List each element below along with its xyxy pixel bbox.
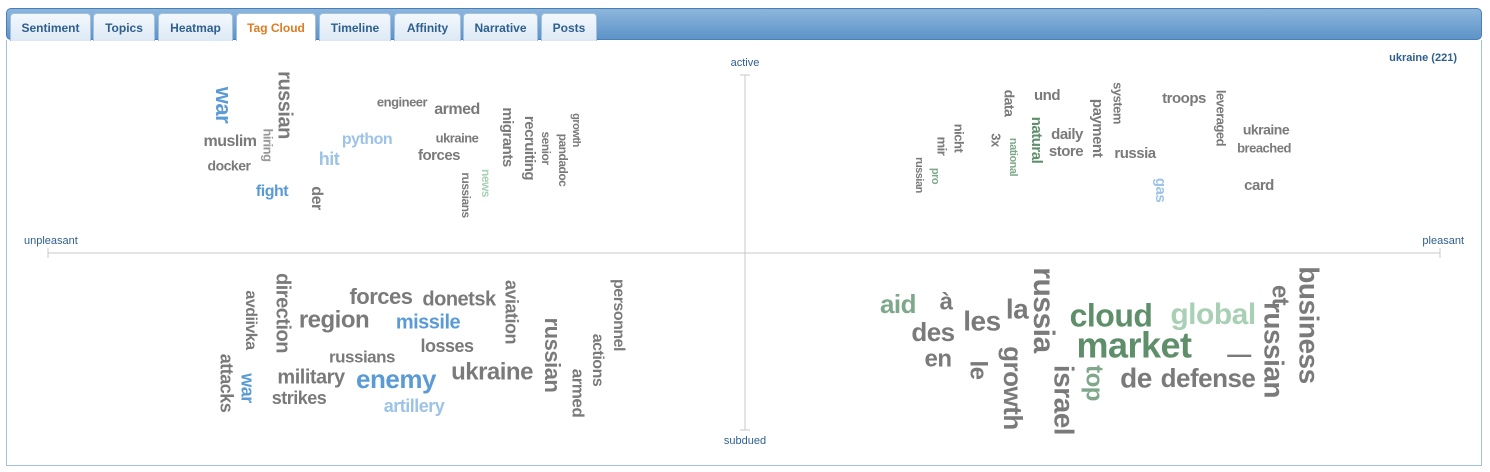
tag-word[interactable]: cloud [1070,297,1153,333]
tag-word[interactable]: en [924,345,952,372]
tag-word[interactable]: forces [349,284,413,309]
tag-word[interactable]: — [1227,341,1252,368]
tag-word[interactable]: troops [1162,90,1206,107]
query-title: ukraine (221) [1389,52,1457,64]
tag-word[interactable]: à [940,288,955,315]
tag-word[interactable]: natural [1028,117,1045,164]
tag-word[interactable]: artillery [384,396,446,416]
tag-word[interactable]: russia [1114,145,1157,162]
tab[interactable]: Tag Cloud [236,13,316,41]
tag-word[interactable]: la [1006,293,1030,324]
tag-word[interactable]: der [308,186,325,210]
tag-word[interactable]: breached [1237,140,1292,155]
tab[interactable]: Sentiment [10,13,91,41]
tag-word[interactable]: growth [570,113,582,147]
tag-word[interactable]: avdiivka [242,290,259,350]
axis-label: subdued [724,435,766,447]
tag-word[interactable]: nicht [952,124,967,154]
tag-word[interactable]: russian [913,157,925,193]
tag-word[interactable]: top [1081,365,1108,401]
tag-word[interactable]: payment [1089,99,1106,158]
axis-label: unpleasant [24,235,78,247]
tag-word[interactable]: israel [1049,365,1080,435]
tag-word[interactable]: direction [272,273,294,353]
tag-word[interactable]: region [299,306,370,333]
tag-word[interactable]: donetsk [422,288,497,310]
tag-word[interactable]: armed [569,369,588,418]
tab[interactable]: Heatmap [158,13,233,41]
tag-word[interactable]: losses [420,336,474,356]
tag-word[interactable]: python [342,131,393,148]
tab[interactable]: Timeline [319,13,391,41]
tag-word[interactable]: defense [1161,363,1256,393]
tag-word[interactable]: system [1111,82,1126,124]
tab[interactable]: Posts [541,13,597,41]
tag-word[interactable]: hiring [261,128,276,162]
tag-word[interactable]: personnel [610,279,627,351]
tag-word[interactable]: muslim [203,133,257,150]
tag-word[interactable]: russian [1259,302,1290,398]
tag-word[interactable]: senior [539,131,553,165]
tag-word[interactable]: daily [1051,126,1084,143]
tag-word[interactable]: und [1034,87,1061,104]
tag-word[interactable]: war [211,86,236,124]
tab-bar: Sentiment Topics Heatmap Tag Cloud Timeline A… [6,8,1482,41]
tag-word[interactable]: hit [319,149,340,169]
tag-word[interactable]: attacks [216,354,236,413]
tag-word[interactable]: pro [929,168,941,185]
tag-word[interactable]: military [277,366,346,388]
tag-word[interactable]: russian [274,71,296,139]
tag-word[interactable]: des [911,317,955,347]
tag-word[interactable]: fight [256,183,290,200]
tag-word[interactable]: russians [329,347,395,366]
panel [6,40,1482,466]
tag-word[interactable]: ukraine [451,358,534,385]
tag-word[interactable]: data [1001,90,1017,118]
tag-word[interactable]: business [1294,266,1325,383]
tag-word[interactable]: enemy [356,364,437,394]
tag-word[interactable]: ukraine [436,130,480,145]
tag-word[interactable]: store [1049,143,1084,160]
tag-word[interactable]: armed [434,101,480,118]
tag-word[interactable]: mir [935,137,950,156]
tag-word[interactable]: migrants [499,107,516,167]
tag-word[interactable]: news [479,169,493,198]
tag-word[interactable]: forces [418,147,461,164]
tab[interactable]: Affinity [394,13,461,41]
tag-word[interactable]: russian [540,318,565,393]
tag-word[interactable]: russia [1027,267,1060,353]
tag-word[interactable]: pandadoc [556,134,570,187]
tag-word[interactable]: gas [1152,178,1169,203]
tag-word[interactable]: docker [208,158,252,174]
axis-label: pleasant [1422,235,1464,247]
tag-word[interactable]: global [1170,298,1256,331]
tag-word[interactable]: russians [459,172,473,218]
tab[interactable]: Narrative [463,13,538,41]
tag-word[interactable]: actions [589,334,606,387]
tag-word[interactable]: war [237,372,257,403]
tag-word[interactable]: le [965,360,992,379]
tag-word[interactable]: strikes [272,388,328,408]
tag-word[interactable]: market [1076,325,1192,366]
tag-word[interactable]: card [1244,177,1275,194]
tag-word[interactable]: 3x [989,133,1004,148]
tag-word[interactable]: national [1007,138,1019,177]
tag-word[interactable]: les [963,305,1001,336]
tag-word[interactable]: growth [998,346,1028,430]
tag-word[interactable]: engineer [377,94,428,109]
axis-label: active [731,57,760,69]
tag-word[interactable]: ukraine [1243,122,1291,138]
tag-word[interactable]: recruiting [521,116,538,181]
tag-word[interactable]: et [1267,285,1294,306]
tag-word[interactable]: missile [396,311,461,333]
tag-word[interactable]: leveraged [1214,90,1229,147]
tag-word[interactable]: aid [880,289,917,319]
tag-word[interactable]: aviation [501,280,521,344]
tag-word[interactable]: de [1120,362,1152,393]
tab[interactable]: Topics [93,13,155,41]
